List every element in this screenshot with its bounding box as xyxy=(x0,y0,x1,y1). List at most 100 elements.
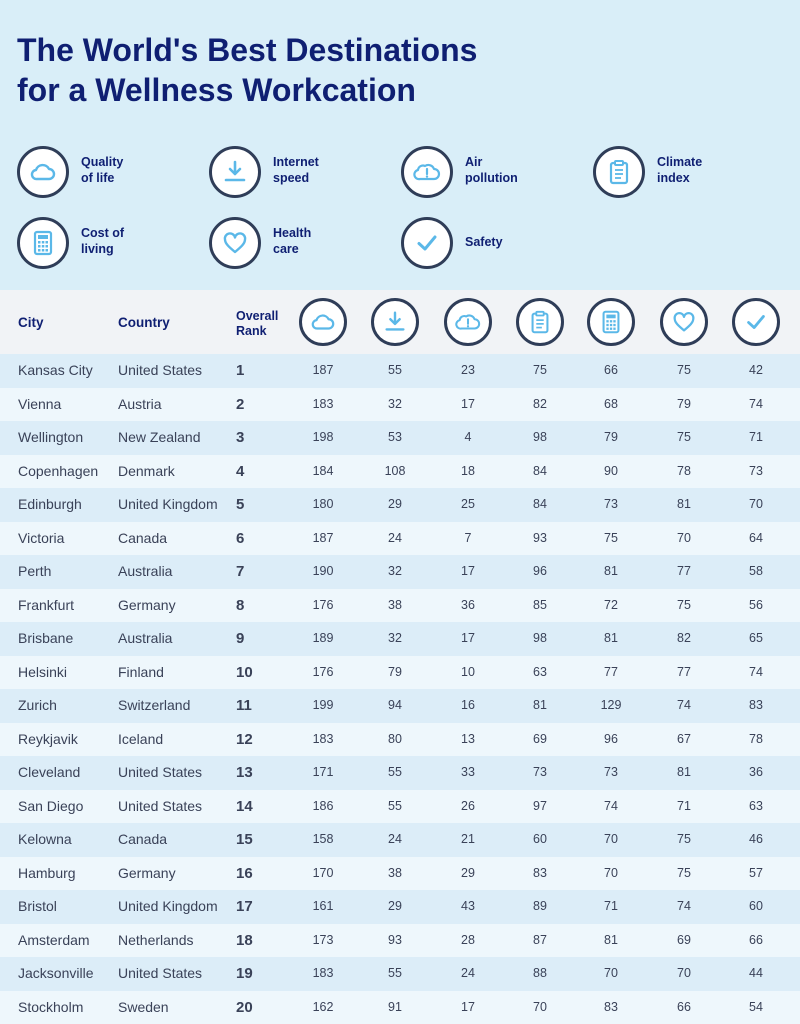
cell-score-download: 93 xyxy=(388,932,402,947)
cell-score-heart: 77 xyxy=(677,664,691,679)
cell-score-cloud-alert: 21 xyxy=(461,832,475,846)
cell-country: New Zealand xyxy=(118,429,201,445)
cell-city: Brisbane xyxy=(18,630,74,646)
cell-score-clipboard: 81 xyxy=(533,698,547,712)
header-city: City xyxy=(18,315,44,330)
legend-label-line1: Climate xyxy=(657,155,703,169)
cell-score-heart: 75 xyxy=(677,865,691,880)
cell-country: Germany xyxy=(118,864,176,881)
cell-score-download: 80 xyxy=(388,731,402,746)
cell-city: Hamburg xyxy=(18,864,76,881)
cell-score-cloud: 171 xyxy=(312,765,334,779)
cell-score-download: 32 xyxy=(388,631,402,645)
table-row: Cleveland United States 13 171 55 33 73 73 81 36 xyxy=(0,756,800,790)
table-header: City Country Overall Rank xyxy=(0,290,800,354)
cell-score-calculator: 73 xyxy=(604,765,618,779)
cell-score-checkmark: 65 xyxy=(749,631,763,645)
cell-score-calculator: 68 xyxy=(604,396,618,411)
cell-country: Netherlands xyxy=(118,931,194,948)
cell-score-cloud-alert: 4 xyxy=(464,430,472,444)
cell-overall-rank: 3 xyxy=(236,429,245,446)
cell-country: Germany xyxy=(118,596,176,613)
cell-score-clipboard: 73 xyxy=(533,765,547,779)
cell-score-heart: 82 xyxy=(677,631,691,645)
cell-score-cloud: 180 xyxy=(312,497,334,511)
cell-score-cloud-alert: 17 xyxy=(461,564,475,578)
cell-overall-rank: 10 xyxy=(236,663,253,681)
cell-country: United Kingdom xyxy=(118,898,218,914)
cell-score-download: 55 xyxy=(388,765,402,779)
cell-score-download: 32 xyxy=(388,396,402,411)
table-body: Kansas City United States 1 187 55 23 75 66 75 42… xyxy=(0,354,800,1024)
cell-score-download: 79 xyxy=(388,664,402,679)
legend-label: Safety xyxy=(465,234,555,250)
column-header-heart-icon xyxy=(660,298,708,346)
cell-score-heart: 74 xyxy=(677,899,691,913)
table-row: Helsinki Finland 10 176 79 10 63 77 77 74 xyxy=(0,655,800,689)
cell-city: Wellington xyxy=(18,429,84,445)
cell-score-heart: 75 xyxy=(677,430,691,444)
page-title: The World's Best Destinations for a Well… xyxy=(17,30,717,110)
cell-score-cloud: 183 xyxy=(312,966,334,980)
cell-score-heart: 78 xyxy=(677,463,691,478)
column-header-download-icon xyxy=(371,298,419,346)
cell-score-heart: 70 xyxy=(677,966,691,980)
cell-score-download: 55 xyxy=(388,798,402,813)
table-row: Vienna Austria 2 183 32 17 82 68 79 74 xyxy=(0,387,800,421)
cell-score-download: 32 xyxy=(388,564,402,578)
cell-overall-rank: 11 xyxy=(236,697,252,714)
cell-score-calculator: 83 xyxy=(604,999,618,1014)
cell-score-clipboard: 69 xyxy=(533,731,547,746)
cell-overall-rank: 8 xyxy=(236,596,245,614)
table-row: Wellington New Zealand 3 198 53 4 98 79 75 71 xyxy=(0,421,800,455)
heart-icon xyxy=(209,217,261,269)
cell-country: Switzerland xyxy=(118,697,191,713)
cell-score-clipboard: 82 xyxy=(533,396,547,411)
cell-score-cloud-alert: 23 xyxy=(461,363,475,377)
cell-overall-rank: 4 xyxy=(236,462,245,480)
cell-score-calculator: 90 xyxy=(604,463,618,478)
cell-score-checkmark: 56 xyxy=(749,597,763,612)
cell-city: Amsterdam xyxy=(18,931,90,948)
legend-label: Health care xyxy=(273,225,363,257)
cell-city: Jacksonville xyxy=(18,965,94,981)
cell-score-calculator: 70 xyxy=(604,865,618,880)
cell-score-cloud: 183 xyxy=(312,396,334,411)
cell-score-calculator: 74 xyxy=(604,798,618,813)
cell-score-calculator: 72 xyxy=(604,597,618,612)
cell-score-cloud-alert: 43 xyxy=(461,899,475,913)
table-row: Amsterdam Netherlands 18 173 93 28 87 81 69 66 xyxy=(0,923,800,957)
cell-score-download: 24 xyxy=(388,530,402,545)
cell-score-checkmark: 70 xyxy=(749,497,763,511)
calculator-icon xyxy=(17,217,69,269)
header-rank-line1: Overall xyxy=(236,309,279,323)
cell-score-checkmark: 74 xyxy=(749,664,763,679)
cell-country: Canada xyxy=(118,529,168,546)
cell-score-cloud-alert: 7 xyxy=(464,530,472,545)
column-header-clipboard-icon xyxy=(516,298,564,346)
table-row: Brisbane Australia 9 189 32 17 98 81 82 65 xyxy=(0,622,800,656)
cell-score-heart: 75 xyxy=(677,597,691,612)
header-panel xyxy=(0,0,800,290)
cell-score-cloud-alert: 17 xyxy=(461,999,475,1014)
cell-score-clipboard: 88 xyxy=(533,966,547,980)
cell-overall-rank: 16 xyxy=(236,864,253,882)
clipboard-icon xyxy=(593,146,645,198)
cell-overall-rank: 20 xyxy=(236,998,253,1016)
cell-overall-rank: 19 xyxy=(236,965,253,982)
cell-city: Zurich xyxy=(18,697,57,713)
cell-score-checkmark: 83 xyxy=(749,698,763,712)
cell-score-cloud-alert: 33 xyxy=(461,765,475,779)
cell-score-calculator: 81 xyxy=(604,564,618,578)
cell-score-cloud-alert: 18 xyxy=(461,463,475,478)
table-row: San Diego United States 14 186 55 26 97 74 71 63 xyxy=(0,789,800,823)
cell-score-clipboard: 96 xyxy=(533,564,547,578)
cell-score-calculator: 70 xyxy=(604,832,618,846)
cell-score-calculator: 77 xyxy=(604,664,618,679)
table-row: Copenhagen Denmark 4 184 108 18 84 90 78 73 xyxy=(0,454,800,488)
table-row: Edinburgh United Kingdom 5 180 29 25 84 73 81 70 xyxy=(0,488,800,522)
cell-overall-rank: 2 xyxy=(236,395,245,413)
cell-score-cloud: 199 xyxy=(312,698,334,712)
cell-score-calculator: 66 xyxy=(604,363,618,377)
cell-city: Kelowna xyxy=(18,831,72,847)
